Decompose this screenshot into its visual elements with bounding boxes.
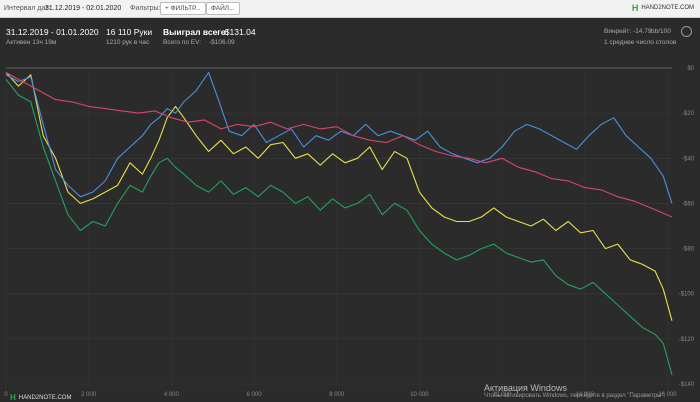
x-tick-label: 4 000 bbox=[164, 392, 180, 398]
y-tick-label: -$120 bbox=[679, 337, 695, 343]
chart-lines bbox=[5, 71, 673, 376]
settings-gear-icon[interactable] bbox=[681, 26, 692, 37]
x-tick-label: 12 000 bbox=[493, 392, 512, 398]
x-tick-label: 6 000 bbox=[247, 392, 263, 398]
y-tick-label: -$60 bbox=[682, 201, 695, 207]
y-tick-label: -$80 bbox=[682, 247, 695, 253]
y-tick-label: -$100 bbox=[679, 292, 695, 298]
winrate-value: -14.79 bbox=[633, 28, 652, 35]
active-time: Активен 13ч 19м bbox=[6, 39, 57, 46]
date-range: 31.12.2019 - 01.01.2020 bbox=[6, 27, 99, 37]
x-tick-label: 2 000 bbox=[81, 392, 97, 398]
h2n-logo-icon: H bbox=[631, 3, 639, 13]
brand-logo: H HAND2NOTE.COM bbox=[632, 3, 694, 13]
won-label: Выиграл всего: bbox=[163, 27, 229, 37]
y-tick-label: -$140 bbox=[679, 382, 695, 388]
series-line-2 bbox=[5, 72, 673, 218]
filters-label: Фильтры: bbox=[130, 5, 161, 12]
h2n-chart-logo-icon: H bbox=[10, 393, 16, 402]
tables-count: 1 среднее число столов bbox=[604, 39, 677, 46]
file-button[interactable]: ФАЙЛ... bbox=[206, 2, 240, 15]
y-tick-label: $0 bbox=[687, 66, 694, 72]
y-tick-label: -$40 bbox=[682, 156, 695, 162]
ev-value: -$106.09 bbox=[209, 39, 235, 46]
won-value: -$131.04 bbox=[222, 27, 256, 37]
hands-count: 16 110 Руки bbox=[106, 27, 153, 37]
x-tick-label: 16 000 bbox=[658, 392, 677, 398]
add-filter-button[interactable]: + ФИЛЬТР... bbox=[160, 2, 206, 15]
toolbar: Интервал дат: 31.12.2019 - 02.01.2020 Фи… bbox=[0, 0, 700, 18]
brand-text: HAND2NOTE.COM bbox=[641, 5, 694, 11]
ev-label: Всего по EV: bbox=[163, 39, 202, 46]
x-tick-label: 14 000 bbox=[576, 392, 595, 398]
winnings-line-chart: $0 -$20 -$40 -$60 -$80 -$100 -$120 -$140 0 2 000… bbox=[4, 66, 695, 398]
chart-grid bbox=[5, 67, 672, 388]
series-line-0 bbox=[5, 72, 673, 321]
stats-header: 31.12.2019 - 01.01.2020 Активен 13ч 19м … bbox=[0, 18, 700, 54]
x-tick-label: 10 000 bbox=[410, 392, 429, 398]
x-axis-ticks: 0 2 000 4 000 6 000 8 000 10 000 12 000 14 000 1… bbox=[4, 392, 677, 398]
activation-subtitle: Чтобы активировать Windows, перейдите в … bbox=[484, 393, 666, 399]
winrate-label: Винрейт: bbox=[604, 28, 632, 35]
series-line-1 bbox=[5, 71, 673, 204]
interval-value[interactable]: 31.12.2019 - 02.01.2020 bbox=[45, 5, 122, 12]
y-axis-ticks: $0 -$20 -$40 -$60 -$80 -$100 -$120 -$140 bbox=[679, 66, 695, 388]
y-tick-label: -$20 bbox=[682, 111, 695, 117]
series-line-3 bbox=[5, 78, 673, 376]
windows-activation-watermark: Активация Windows Чтобы активировать Win… bbox=[484, 383, 665, 399]
activation-title: Активация Windows bbox=[484, 383, 567, 393]
x-tick-label: 0 bbox=[4, 392, 8, 398]
x-tick-label: 8 000 bbox=[329, 392, 345, 398]
hands-per-hour: 1210 рук в час bbox=[106, 39, 150, 46]
chart-watermark-logo: H HAND2NOTE.COM bbox=[10, 393, 71, 402]
winrate-unit: bb/100 bbox=[651, 28, 671, 35]
chart-logo-text: HAND2NOTE.COM bbox=[18, 394, 72, 401]
interval-label: Интервал дат: bbox=[4, 5, 51, 12]
graph-panel: 31.12.2019 - 01.01.2020 Активен 13ч 19м … bbox=[0, 18, 700, 402]
